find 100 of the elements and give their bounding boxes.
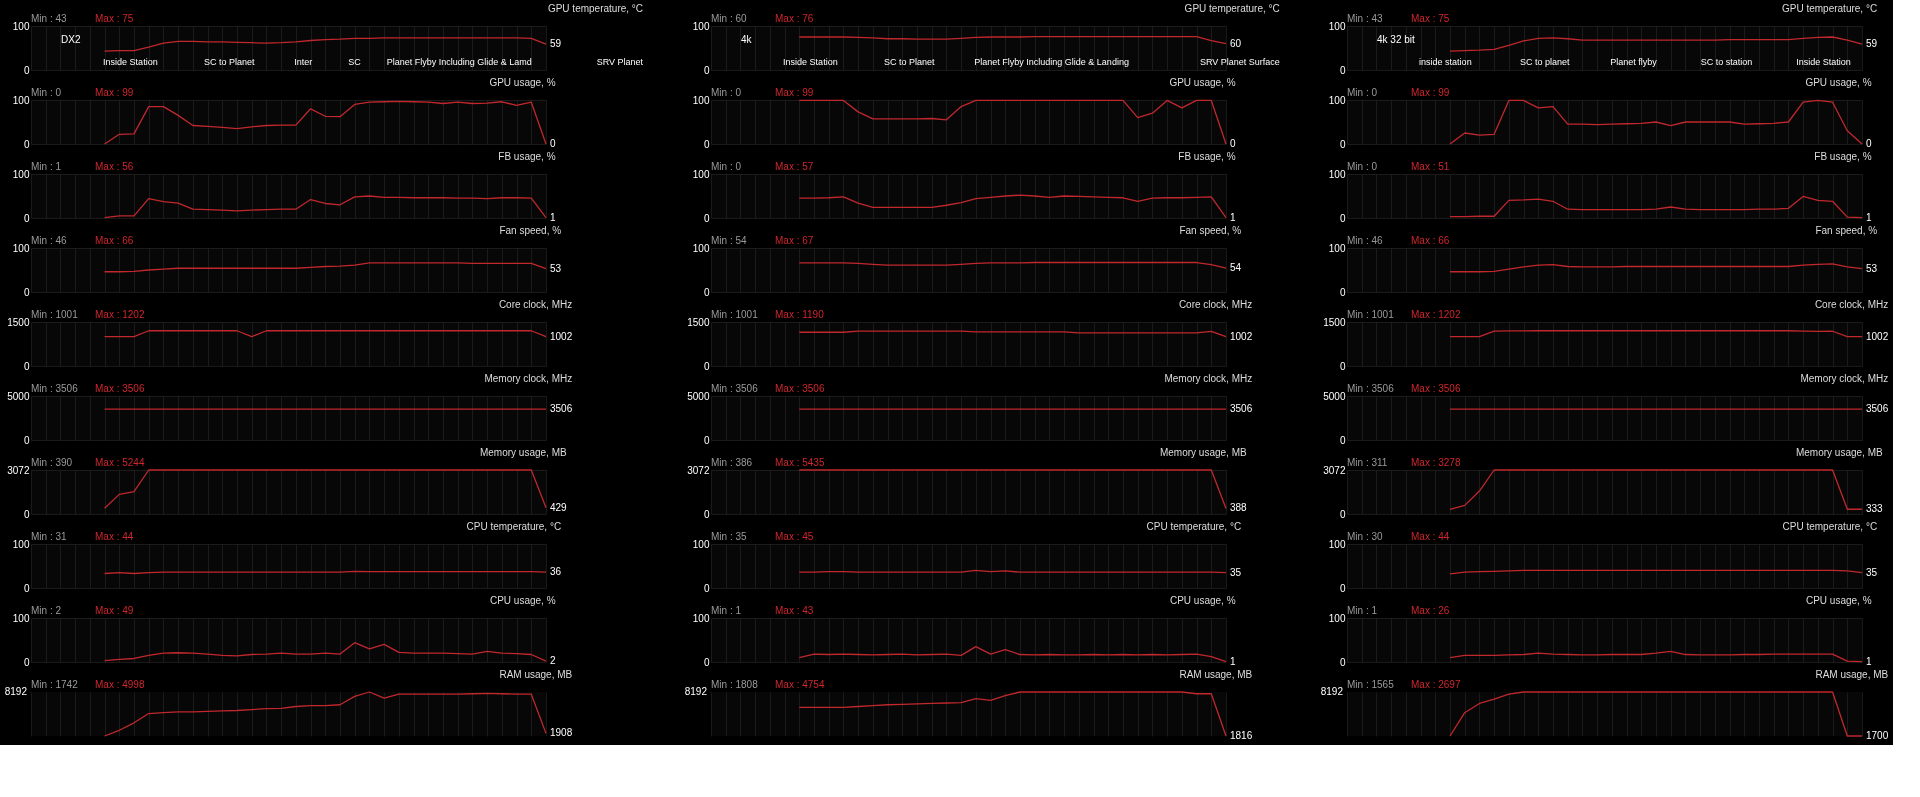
text: 388 <box>1230 502 1248 514</box>
text: Max : 99 <box>1411 87 1450 98</box>
text: Min : 46 <box>31 235 68 246</box>
chart-title: Memory usage, MB <box>1159 447 1248 458</box>
y-tick-label: 3072 <box>1323 464 1346 476</box>
y-tick-label: 100 <box>1328 612 1346 624</box>
y-tick-label: 0 <box>1339 360 1346 372</box>
text: 1 <box>1866 655 1872 667</box>
chart-title: Fan speed, % <box>499 225 562 236</box>
annotation: SRV Planet Surface <box>1199 57 1280 67</box>
text: 0 <box>1230 138 1236 149</box>
text: 429 <box>550 501 568 513</box>
text: Min : 1 <box>31 161 62 172</box>
text: Max : 75 <box>1411 13 1450 24</box>
y-tick-label: 100 <box>1328 168 1346 180</box>
text: 59 <box>550 38 562 50</box>
annotation: Planet flyby <box>1610 57 1658 67</box>
text: 333 <box>1866 503 1884 515</box>
text: 53 <box>1866 262 1878 274</box>
annotation: SC to Planet <box>203 57 255 67</box>
text: Min : 1001 <box>711 309 759 320</box>
annotation: Inside Station <box>103 57 158 67</box>
chart-title: GPU temperature, °C <box>1184 3 1280 14</box>
y-tick-label: 0 <box>703 286 710 298</box>
text: 59 <box>1866 38 1878 50</box>
text: 1002 <box>550 330 573 342</box>
text: Min : 30 <box>1347 531 1384 542</box>
text: Min : 60 <box>711 13 748 24</box>
y-tick-label: 3072 <box>7 464 30 476</box>
y-tick-label: 1500 <box>1323 316 1346 328</box>
chart-title: CPU temperature, °C <box>466 521 562 532</box>
chart-title: Memory clock, MHz <box>1164 373 1253 384</box>
text: 3506 <box>1866 403 1889 415</box>
chart-title: CPU usage, % <box>489 595 556 606</box>
chart-title: CPU temperature, °C <box>1146 521 1242 532</box>
y-tick-label: 100 <box>692 168 710 180</box>
text: 54 <box>1230 262 1242 274</box>
text: 2 <box>550 655 556 667</box>
y-tick-label: 0 <box>1339 64 1346 76</box>
text: Min : 0 <box>31 87 62 98</box>
y-tick-label: 5000 <box>1323 390 1346 402</box>
text: 60 <box>1230 37 1242 49</box>
y-tick-label: 100 <box>1328 94 1346 106</box>
text: 1 <box>1230 655 1236 667</box>
text: SRV Planet <box>596 57 644 67</box>
y-tick-label: 0 <box>1339 508 1346 520</box>
y-tick-label: 100 <box>1328 242 1346 254</box>
annotation: SC to planet <box>1519 57 1570 67</box>
chart-title: RAM usage, MB <box>1815 669 1889 680</box>
text: Max : 5435 <box>775 457 825 468</box>
annotation: 4k <box>741 34 753 45</box>
text: Min : 386 <box>711 457 753 468</box>
y-tick-label: 0 <box>23 656 30 668</box>
annotation: SC to station <box>1700 57 1753 67</box>
y-tick-label: 5000 <box>7 390 30 402</box>
chart-title: Memory clock, MHz <box>1800 373 1889 384</box>
text: Max : 5244 <box>95 457 145 468</box>
text: Min : 311 <box>1347 457 1388 468</box>
y-tick-label: 0 <box>703 212 710 224</box>
text: Min : 390 <box>31 457 73 468</box>
text: 1002 <box>1230 330 1253 342</box>
y-tick-label: 100 <box>692 538 710 550</box>
text: 36 <box>550 566 562 578</box>
text: Max : 3506 <box>95 383 145 394</box>
text: Max : 3278 <box>1411 457 1461 468</box>
text: Max : 75 <box>95 13 134 24</box>
text: Min : 43 <box>1347 13 1384 24</box>
chart-title: CPU usage, % <box>1805 595 1872 606</box>
text: Max : 67 <box>775 235 814 246</box>
chart-title: Fan speed, % <box>1179 225 1242 236</box>
text: 1816 <box>1230 730 1253 741</box>
text: 8192 <box>684 686 708 697</box>
y-tick-label: 100 <box>12 612 30 624</box>
annotation: Inside Station <box>783 57 838 67</box>
annotation: SC to Planet <box>883 57 935 67</box>
text: 1 <box>1230 211 1236 223</box>
chart-title: RAM usage, MB <box>1179 669 1253 680</box>
y-tick-label: 0 <box>1339 582 1346 594</box>
chart-title: Core clock, MHz <box>1814 299 1889 310</box>
y-tick-label: 3072 <box>687 464 710 476</box>
chart-title: CPU usage, % <box>1169 595 1236 606</box>
y-tick-label: 0 <box>703 64 710 76</box>
text: Min : 1001 <box>31 309 79 320</box>
text: 1 <box>550 211 556 223</box>
chart-title: FB usage, % <box>1814 151 1872 162</box>
text: Max : 3506 <box>775 383 825 394</box>
y-tick-label: 100 <box>12 20 30 32</box>
text: 8192 <box>1320 686 1344 697</box>
text: Max : 44 <box>1411 531 1450 542</box>
annotation: inside station <box>1419 57 1472 67</box>
annotation: Planet Flyby Including Glide & Landing <box>974 57 1129 67</box>
chart-title: GPU usage, % <box>489 77 556 88</box>
text: GPU temperature, °C <box>547 3 644 14</box>
y-tick-label: 0 <box>23 508 30 520</box>
y-tick-label: 5000 <box>687 390 710 402</box>
y-tick-label: 100 <box>12 168 30 180</box>
y-tick-label: 100 <box>692 612 710 624</box>
y-tick-label: 1500 <box>687 316 710 328</box>
text: Min : 1001 <box>1347 309 1395 320</box>
text: Min : 1565 <box>1347 679 1395 690</box>
